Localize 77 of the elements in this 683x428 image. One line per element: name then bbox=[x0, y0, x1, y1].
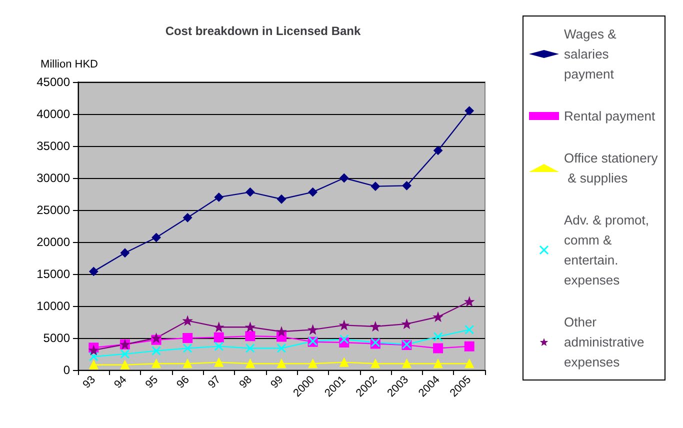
point bbox=[120, 349, 130, 359]
point bbox=[464, 297, 474, 306]
x-tick-label: 95 bbox=[143, 374, 161, 391]
point bbox=[182, 333, 193, 343]
y-axis-title: Million HKD bbox=[40, 58, 98, 70]
point bbox=[183, 359, 192, 368]
point bbox=[434, 146, 443, 155]
x-tick-label: 93 bbox=[80, 374, 98, 391]
point bbox=[277, 327, 286, 336]
y-tick-label: 25000 bbox=[36, 203, 70, 217]
point bbox=[120, 248, 130, 258]
point bbox=[308, 325, 318, 334]
point bbox=[277, 359, 286, 368]
legend-label: Wages & salaries payment bbox=[564, 26, 620, 82]
point bbox=[152, 334, 161, 342]
y-tick-label: 15000 bbox=[36, 267, 70, 281]
point bbox=[340, 320, 349, 330]
point bbox=[434, 359, 443, 368]
point bbox=[340, 174, 349, 182]
x-tick-label: 99 bbox=[268, 374, 286, 391]
point bbox=[182, 343, 192, 353]
point bbox=[152, 359, 161, 368]
point bbox=[433, 343, 444, 354]
point bbox=[245, 331, 256, 342]
point bbox=[433, 332, 443, 342]
y-tick-label: 5000 bbox=[43, 331, 70, 345]
point bbox=[214, 192, 224, 202]
x-tick-label: 97 bbox=[206, 374, 224, 391]
legend-label: Rental payment bbox=[564, 108, 656, 124]
y-tick-label: 20000 bbox=[36, 235, 70, 249]
point bbox=[464, 324, 474, 334]
point bbox=[370, 322, 380, 331]
point bbox=[89, 346, 98, 355]
point bbox=[214, 358, 224, 367]
point bbox=[246, 359, 255, 368]
point bbox=[120, 360, 130, 370]
legend-label: Adv. & promot, comm & entertain. expenses bbox=[564, 212, 653, 288]
point bbox=[370, 182, 380, 191]
point bbox=[402, 319, 412, 328]
point bbox=[88, 352, 98, 362]
y-tick-label: 0 bbox=[63, 363, 70, 377]
point bbox=[340, 358, 349, 367]
point bbox=[464, 341, 474, 352]
point bbox=[183, 213, 192, 222]
point bbox=[246, 188, 255, 197]
point bbox=[308, 359, 318, 368]
y-tick-label: 35000 bbox=[36, 139, 70, 153]
point bbox=[464, 106, 474, 116]
point bbox=[276, 343, 286, 353]
point bbox=[308, 188, 318, 197]
point bbox=[246, 322, 255, 332]
point bbox=[245, 343, 255, 353]
point bbox=[214, 342, 224, 352]
point bbox=[152, 233, 161, 242]
y-tick-label: 45000 bbox=[36, 75, 70, 89]
legend-label: Office stationery & supplies bbox=[564, 150, 658, 186]
point bbox=[402, 359, 412, 368]
y-tick-label: 30000 bbox=[36, 171, 70, 185]
point bbox=[370, 359, 380, 368]
point bbox=[339, 334, 349, 344]
point bbox=[434, 312, 443, 322]
point bbox=[89, 266, 98, 276]
point bbox=[183, 316, 192, 326]
x-tick-label: 94 bbox=[112, 374, 130, 391]
y-tick-label: 10000 bbox=[36, 299, 70, 313]
y-tick-label: 40000 bbox=[36, 107, 70, 121]
x-tick-label: 96 bbox=[174, 374, 192, 391]
point bbox=[214, 332, 224, 342]
point bbox=[277, 194, 286, 204]
legend-label: Other administrative expenses bbox=[564, 314, 648, 370]
chart-title: Cost breakdown in Licensed Bank bbox=[165, 24, 362, 38]
point bbox=[89, 360, 98, 370]
point bbox=[402, 181, 412, 190]
point bbox=[464, 359, 474, 368]
point bbox=[214, 322, 224, 332]
x-tick-label: 98 bbox=[237, 374, 254, 391]
point bbox=[152, 346, 162, 356]
